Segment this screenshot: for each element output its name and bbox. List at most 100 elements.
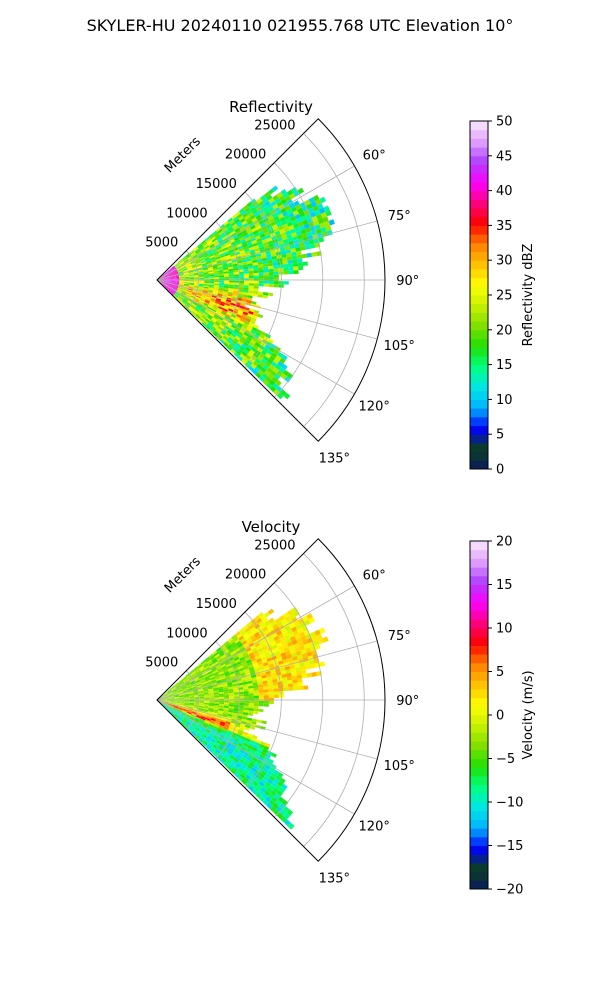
radar-cell	[274, 691, 279, 694]
radar-cell	[258, 314, 264, 318]
radar-cell	[229, 275, 234, 277]
radar-cell	[269, 278, 274, 281]
radar-cell	[214, 697, 219, 699]
radar-cell	[249, 278, 254, 281]
colorbar-segment	[470, 724, 488, 733]
r-tick-label: 5000	[145, 236, 178, 251]
radar-cell	[253, 711, 258, 714]
radar-cell	[204, 280, 209, 281]
radar-cell	[234, 283, 239, 285]
radar-cell	[259, 704, 264, 707]
colorbar-segment	[470, 741, 488, 750]
radar-cell	[249, 691, 254, 694]
radar-cell	[311, 672, 317, 677]
colorbar-tick-label: 25	[496, 289, 513, 304]
radar-cell	[214, 700, 219, 702]
radar-cell	[264, 284, 269, 287]
radar-cell	[234, 703, 239, 705]
colorbar-segment	[470, 147, 488, 156]
radial-axis-label: Meters	[162, 134, 204, 176]
radar-cell	[254, 706, 259, 709]
colorbar-tick-label: −20	[496, 883, 523, 898]
colorbar-segment	[470, 217, 488, 226]
radar-cell	[273, 685, 278, 689]
colorbar-segment	[470, 846, 488, 855]
radar-cell	[259, 698, 264, 701]
radar-cell	[269, 698, 274, 701]
colorbar-segment	[470, 645, 488, 654]
colorbar-segment	[470, 837, 488, 846]
radar-cell	[214, 280, 219, 282]
radar-cell	[229, 283, 234, 285]
r-tick-label: 20000	[225, 148, 266, 163]
colorbar-segment	[470, 339, 488, 348]
radar-cell	[254, 690, 259, 693]
radar-cell	[229, 277, 234, 279]
colorbar-segment	[470, 295, 488, 304]
theta-tick-label: 60°	[363, 569, 386, 584]
colorbar-segment	[470, 585, 488, 594]
radar-cell	[219, 697, 224, 699]
colorbar-segment	[470, 541, 488, 550]
colorbar-segment	[470, 619, 488, 628]
radar-cell	[214, 282, 219, 284]
radar-cell	[254, 286, 259, 289]
radar-cell	[273, 688, 278, 692]
radar-cell	[244, 271, 249, 274]
theta-tick-label: 90°	[396, 274, 419, 289]
radar-cell	[219, 281, 224, 283]
r-tick-label: 25000	[254, 538, 295, 553]
radar-cell	[249, 276, 254, 279]
colorbar-tick-label: 5	[496, 428, 504, 443]
radar-cell	[257, 719, 262, 723]
colorbar-segment	[470, 654, 488, 663]
radar-cell	[234, 285, 239, 287]
colorbar-segment	[470, 347, 488, 356]
radar-cell	[224, 697, 229, 699]
r-tick-label: 15000	[196, 177, 237, 192]
radar-cell	[224, 281, 229, 283]
colorbar-segment	[470, 576, 488, 585]
theta-tick-label: 120°	[359, 819, 390, 834]
radar-cell	[298, 266, 303, 270]
radar-cell	[283, 264, 288, 268]
radar-cell	[259, 281, 264, 284]
radar-cell	[249, 703, 254, 706]
r-tick-label: 15000	[196, 597, 237, 612]
colorbar-segment	[470, 828, 488, 837]
colorbar-segment	[470, 130, 488, 139]
radar-cell	[274, 278, 279, 281]
radar-cell	[249, 701, 254, 704]
polar-panel-reflectivity: Reflectivity50001000015000200002500060°7…	[145, 98, 536, 478]
radar-cell	[254, 273, 259, 276]
colorbar-segment	[470, 252, 488, 261]
radar-cell	[284, 281, 289, 284]
colorbar-segment	[470, 460, 488, 469]
colorbar-tick-label: 0	[496, 463, 504, 478]
radar-cell	[261, 720, 266, 724]
radar-cell	[229, 701, 234, 703]
radar-cell	[283, 684, 288, 688]
colorbar-segment	[470, 234, 488, 243]
colorbar-segment	[470, 593, 488, 602]
radar-cell	[254, 278, 259, 281]
colorbar-segment	[470, 304, 488, 313]
r-tick-label: 10000	[166, 206, 207, 221]
radar-cell	[249, 706, 254, 709]
radar-cell	[259, 278, 264, 281]
radar-cell	[274, 284, 279, 287]
radar-cell	[249, 696, 254, 699]
colorbar-segment	[470, 382, 488, 391]
panel-title: Reflectivity	[229, 98, 313, 116]
radar-cell	[259, 701, 264, 704]
colorbar-segment	[470, 191, 488, 200]
radar-cell	[269, 695, 274, 698]
radar-cell	[189, 700, 194, 701]
radar-cell	[269, 275, 274, 278]
radar-cell	[263, 269, 268, 272]
grid-spoke-120	[157, 280, 354, 394]
colorbar-segment	[470, 759, 488, 768]
radar-cell	[302, 254, 308, 259]
radar-cell	[306, 673, 312, 678]
